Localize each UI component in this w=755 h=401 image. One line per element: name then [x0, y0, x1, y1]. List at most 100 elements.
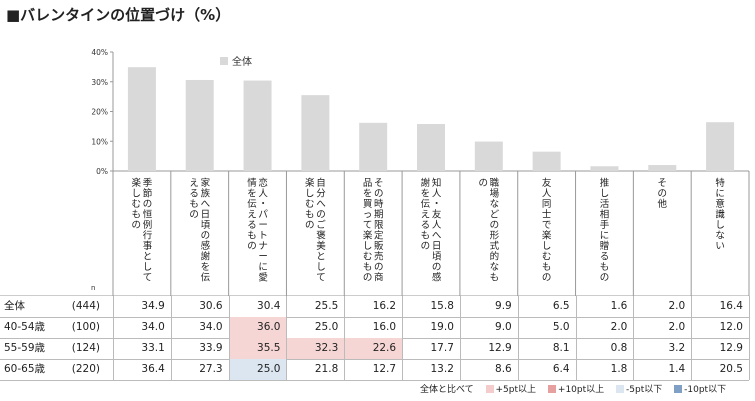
category-label-char: 式 — [490, 240, 500, 252]
category-label-char: 感 — [432, 272, 442, 284]
legend-item-minus5: -5pt以下 — [616, 383, 662, 397]
table-cell: 16.0 — [372, 321, 397, 333]
category-label-char: も — [305, 210, 315, 221]
category-label-char: え — [421, 210, 431, 221]
row-border — [0, 359, 749, 360]
category-label-char: る — [189, 189, 199, 200]
category-label-char: も — [132, 210, 142, 221]
legend-label: 全体 — [232, 55, 252, 68]
category-label-char: 日 — [201, 210, 211, 221]
category-label-char: も — [363, 262, 373, 273]
table-legend: 全体と比べて +5pt以上 +10pt以上 -5pt以下 -10pt以下 — [420, 383, 726, 397]
category-label-char: し — [363, 241, 373, 252]
table-cell: 35.5 — [229, 338, 287, 359]
bar — [243, 80, 272, 171]
chart-title: ■バレンタインの位置づけ（%） — [6, 6, 231, 24]
category-label-char: む — [542, 252, 552, 263]
table-divider — [749, 296, 750, 380]
legend-swatch-minus5 — [616, 385, 625, 393]
category-label-char: て — [316, 273, 326, 284]
table-cell: 34.0 — [141, 321, 165, 333]
table-row: 55-59歳 (124) 33.1 33.9 35.5 32.3 22.6 17.7 12.9 8… — [0, 338, 755, 359]
category-label-char: 買 — [363, 199, 373, 210]
table-row: 60-65歳 (220) 36.4 27.3 25.0 21.8 12.7 13.2 8.6 6.… — [0, 359, 755, 380]
category-label-char: 活 — [600, 198, 610, 210]
bar-chart: 0%10%20%30%40%全体季節の恒例行事として楽しむもの家族へ日頃の感謝を… — [0, 48, 750, 296]
table-cell: 5.0 — [552, 321, 570, 333]
category-label-char: 友 — [542, 177, 552, 189]
table-cell: 33.9 — [199, 342, 223, 354]
table-cell: 12.9 — [719, 342, 743, 354]
category-label-char: ・ — [432, 199, 442, 210]
category-label-char: 頃 — [201, 220, 211, 231]
category-label-char: 人 — [432, 220, 442, 231]
category-label-char: 場 — [490, 188, 500, 200]
bar — [417, 123, 445, 171]
category-label-char: 手 — [600, 219, 610, 231]
category-label-char: へ — [432, 231, 442, 242]
category-label-char: に — [600, 231, 610, 242]
category-label-char: の — [374, 262, 384, 273]
bar — [706, 122, 735, 171]
category-label-char: そ — [658, 178, 668, 189]
category-label-char: な — [715, 231, 725, 242]
category-label-char: ー — [258, 220, 268, 231]
category-label-char: 美 — [316, 240, 326, 252]
category-label-char: を — [247, 189, 257, 200]
table-cell: 19.0 — [430, 321, 454, 333]
table-cell: 15.8 — [430, 300, 454, 312]
category-label-char: 友 — [432, 209, 442, 221]
table-cell: 8.6 — [495, 363, 512, 375]
category-label-char: し — [542, 241, 552, 252]
table-cell: 25.5 — [314, 300, 339, 312]
legend-swatch-minus10 — [674, 385, 683, 393]
category-label-char: 楽 — [132, 177, 142, 189]
category-label-char: し — [316, 262, 326, 273]
legend-label-plus10: +10pt以上 — [557, 385, 605, 395]
category-label-char: る — [600, 252, 610, 263]
table-cell: 16.2 — [372, 300, 397, 312]
table-cell: 13.2 — [430, 363, 454, 375]
table-cell: 17.7 — [430, 342, 454, 354]
category-label-char: 的 — [490, 251, 500, 263]
table-cell: 34.0 — [199, 321, 223, 333]
category-label-char: の — [189, 210, 199, 221]
category-label-char: し — [305, 189, 315, 200]
bar — [590, 166, 619, 171]
category-label-char: 推 — [600, 177, 610, 189]
category-label-char: も — [189, 199, 199, 210]
category-label-char: る — [421, 220, 431, 231]
category-label-char: の — [421, 241, 431, 252]
table-row: 40-54歳 (100) 34.0 34.0 36.0 25.0 16.0 19.0 9.0 5.… — [0, 317, 755, 338]
table-cell: 30.4 — [257, 300, 281, 312]
category-label-char: し — [132, 189, 142, 200]
category-label-char: 事 — [143, 240, 153, 252]
category-label-char: 謝 — [201, 251, 211, 263]
table-cell: 25.0 — [229, 359, 287, 380]
table-cell: 9.9 — [495, 300, 512, 312]
table-divider — [575, 296, 577, 380]
category-label-char: も — [542, 262, 552, 273]
category-label-char: の — [132, 220, 142, 231]
table-divider — [113, 296, 114, 380]
category-label-char: 分 — [316, 189, 326, 200]
category-label-char: 士 — [542, 209, 552, 221]
row-label: 全体 — [4, 300, 25, 312]
category-label-char: 節 — [143, 188, 153, 200]
category-label-char: ー — [258, 252, 268, 263]
category-label-char: 識 — [715, 209, 725, 221]
category-label-char: 感 — [201, 240, 211, 252]
category-label-char: の — [478, 178, 488, 189]
table-cell: 30.6 — [199, 300, 223, 312]
table-cell: 27.3 — [199, 363, 223, 375]
category-label-char: 情 — [247, 177, 257, 189]
table-divider — [517, 296, 519, 380]
category-label-char: 楽 — [305, 177, 315, 189]
category-label-char: し — [600, 189, 610, 200]
table-cell: 21.8 — [314, 363, 339, 375]
category-label-char: の — [542, 273, 552, 284]
category-label-char: 日 — [432, 241, 442, 252]
category-label-char: し — [715, 220, 725, 231]
legend-item-minus10: -10pt以下 — [674, 383, 726, 397]
category-label-char: 特 — [715, 177, 725, 189]
